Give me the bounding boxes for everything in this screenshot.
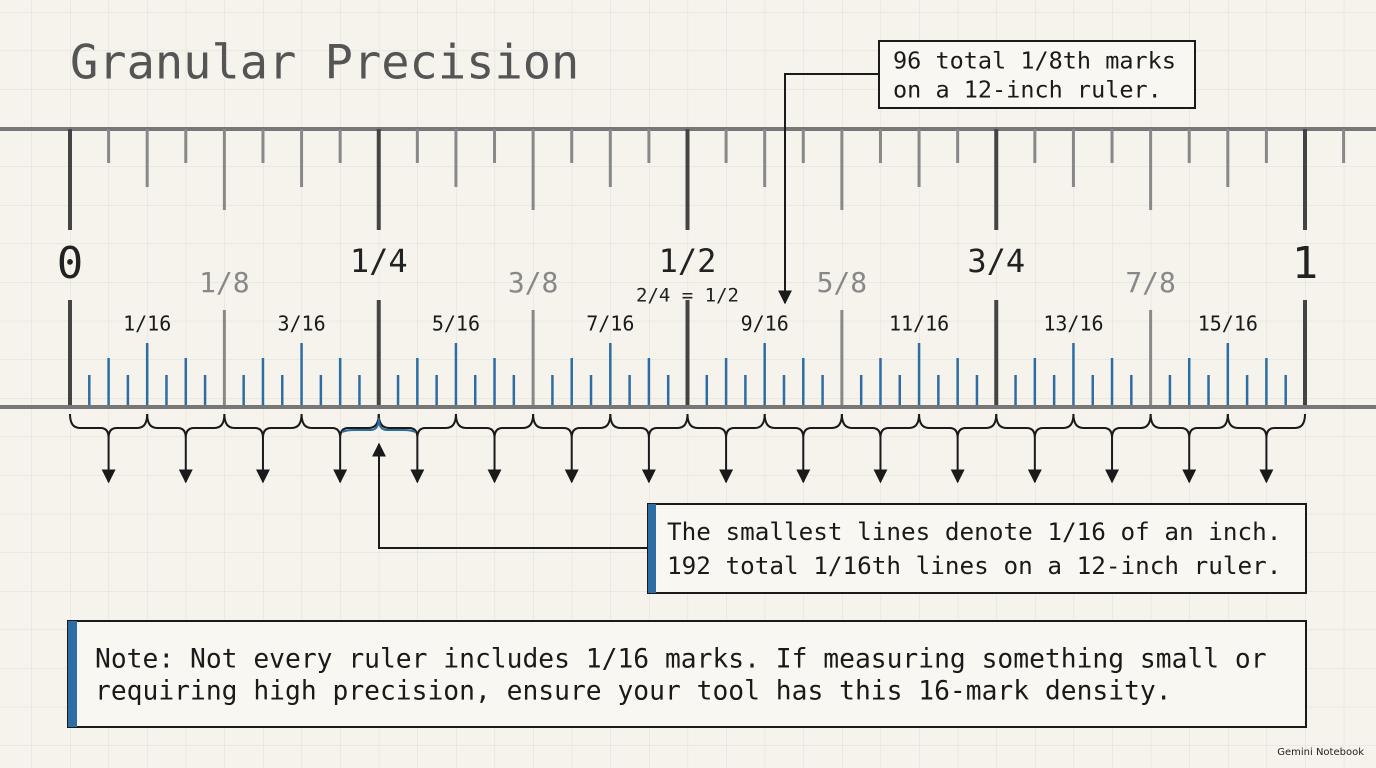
ruler-labels: 0 1/4 1/2 3/4 1 1/8 3/8 5/8 7/8 2/4 = 1/2 1/16 3/16… [57, 238, 1319, 336]
callout-box [878, 40, 1196, 109]
callout-text: 192 total 1/16th lines on a 12-inch rule… [667, 551, 1281, 580]
highlight-brace [341, 417, 416, 433]
callout-text: 96 total 1/8th marks [893, 47, 1176, 75]
sixteenth-label: 13/16 [1043, 312, 1103, 336]
connector [372, 442, 648, 549]
note-text: requiring high precision, ensure your to… [95, 677, 1172, 707]
note-text: Note: Not every ruler includes 1/16 mark… [95, 645, 1267, 675]
major-label: 0 [57, 238, 84, 289]
callout-text: on a 12-inch ruler. [893, 76, 1162, 104]
connector [778, 73, 879, 305]
eighth-label: 3/8 [508, 266, 559, 299]
eighth-label: 1/8 [199, 266, 250, 299]
accent-bar [648, 504, 656, 593]
eighth-label: 7/8 [1125, 266, 1176, 299]
eighth-label: 5/8 [817, 266, 868, 299]
sixteenth-label: 3/16 [277, 312, 325, 336]
ruler-ticks [68, 129, 1346, 405]
braces [69, 413, 1306, 484]
sixteenth-label: 9/16 [741, 312, 789, 336]
title: Granular Precision [70, 36, 579, 91]
major-label: 1/2 [659, 242, 717, 280]
note-box [67, 620, 1307, 728]
sixteenth-label: 11/16 [889, 312, 949, 336]
footer: Gemini Notebook [1277, 747, 1364, 758]
sixteenth-label: 5/16 [432, 312, 480, 336]
major-label: 3/4 [967, 242, 1025, 280]
accent-bar [68, 621, 77, 727]
equivalence-label: 2/4 = 1/2 [636, 285, 739, 307]
sixteenth-label: 1/16 [123, 312, 171, 336]
major-label: 1/4 [350, 242, 408, 280]
callout-box [647, 503, 1307, 594]
sixteenth-label: 15/16 [1198, 312, 1258, 336]
major-label: 1 [1292, 238, 1319, 289]
sixteenth-label: 7/16 [586, 312, 634, 336]
callout-text: The smallest lines denote 1/16 of an inc… [667, 517, 1281, 546]
